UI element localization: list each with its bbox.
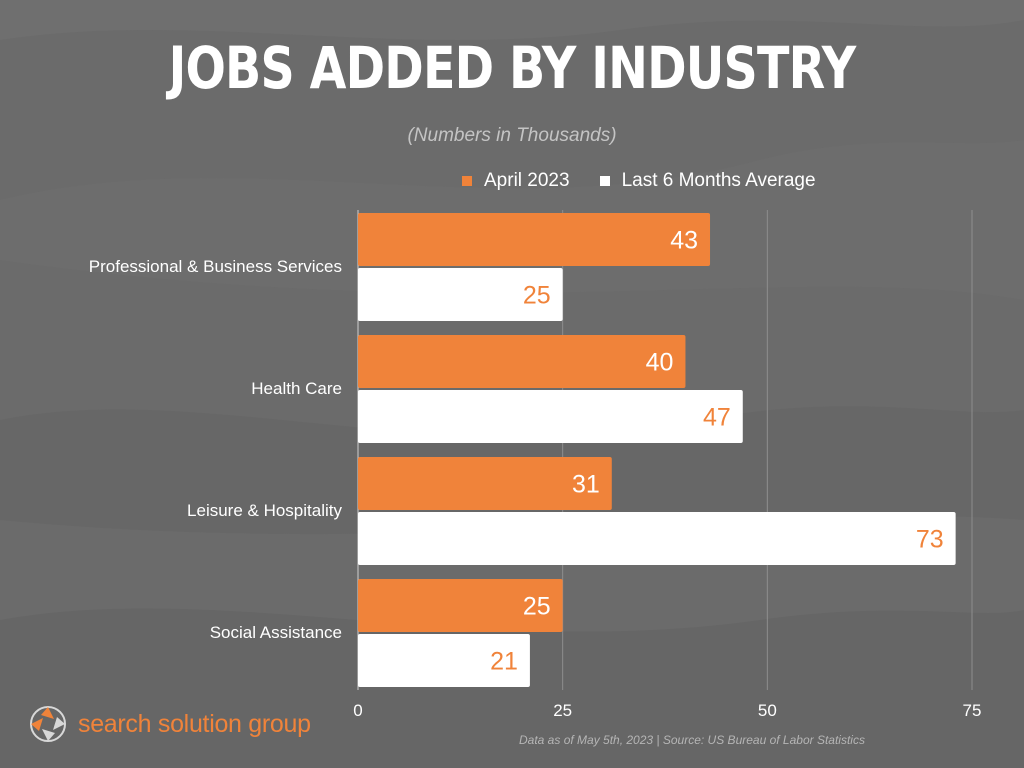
bar-average xyxy=(358,512,956,565)
chart-title: JOBS ADDED BY INDUSTRY xyxy=(168,34,857,102)
bar-value-label: 25 xyxy=(523,593,551,621)
bar-average xyxy=(358,634,530,687)
logo-text: search solution group xyxy=(78,709,311,738)
bar-april xyxy=(358,335,686,388)
legend-label-average: Last 6 Months Average xyxy=(621,170,816,191)
aperture-logo-icon xyxy=(30,706,66,742)
chart-subtitle: (Numbers in Thousands) xyxy=(407,125,617,146)
bar-april xyxy=(358,457,612,510)
bar-average xyxy=(358,390,743,443)
legend-item-april: April 2023 xyxy=(462,170,570,192)
x-tick-label: 25 xyxy=(553,701,572,720)
bar-value-label: 73 xyxy=(916,526,944,554)
category-label: Social Assistance xyxy=(210,623,342,642)
legend: April 2023 Last 6 Months Average xyxy=(462,170,846,192)
bar-value-label: 31 xyxy=(572,471,600,499)
x-tick-label: 75 xyxy=(963,701,982,720)
legend-label-april: April 2023 xyxy=(484,170,570,191)
source-note: Data as of May 5th, 2023 | Source: US Bu… xyxy=(519,733,865,747)
bar-value-label: 25 xyxy=(523,282,551,310)
legend-item-average: Last 6 Months Average xyxy=(599,170,816,192)
bar-value-label: 40 xyxy=(646,349,674,377)
category-label: Health Care xyxy=(251,379,342,398)
x-tick-label: 50 xyxy=(758,701,777,720)
legend-swatch-april xyxy=(462,176,472,186)
legend-swatch-average xyxy=(599,176,610,186)
bar-value-label: 43 xyxy=(670,227,698,255)
category-label: Professional & Business Services xyxy=(89,257,342,276)
x-tick-label: 0 xyxy=(353,701,362,720)
bar-april xyxy=(358,213,711,266)
logo: search solution group xyxy=(28,704,311,744)
category-label: Leisure & Hospitality xyxy=(187,501,342,520)
bar-april xyxy=(358,579,563,632)
bar-value-label: 47 xyxy=(703,404,731,432)
bar-value-label: 21 xyxy=(490,648,518,676)
bar-average xyxy=(358,268,563,321)
